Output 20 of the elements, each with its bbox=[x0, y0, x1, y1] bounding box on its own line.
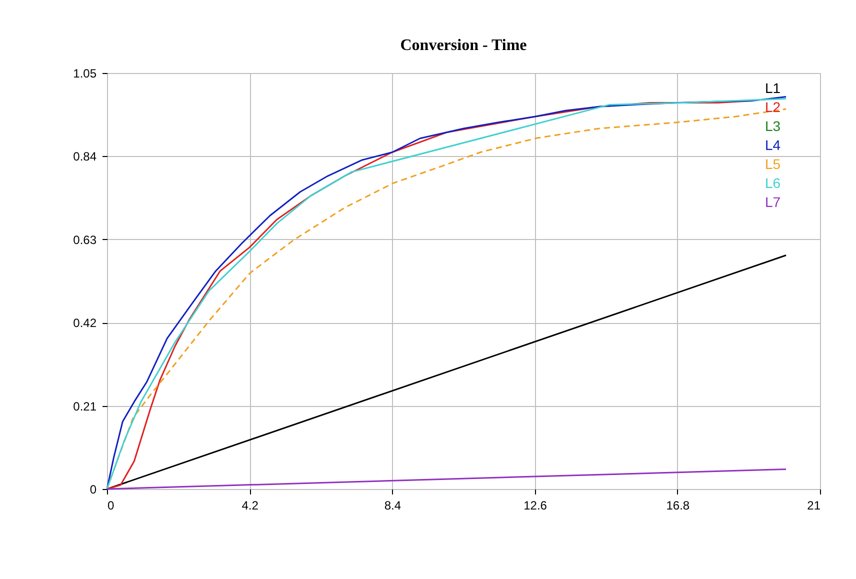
y-tick-label: 0.42 bbox=[73, 316, 97, 330]
x-tick-label: 12.6 bbox=[524, 498, 548, 512]
x-tick-label: 4.2 bbox=[242, 498, 259, 512]
chart-title: Conversion - Time bbox=[400, 37, 527, 54]
text: L6 bbox=[765, 175, 781, 191]
text: L1 bbox=[765, 80, 781, 96]
x-tick-label: 21 bbox=[807, 498, 821, 512]
text: L7 bbox=[765, 194, 781, 210]
text: L5 bbox=[765, 156, 781, 172]
legend-label: L3 bbox=[765, 118, 781, 134]
x-tick-label: 16.8 bbox=[666, 498, 690, 512]
y-tick-label: 0.21 bbox=[73, 399, 97, 414]
x-tick-label: 0 bbox=[108, 498, 114, 512]
y-tick-label: 1.05 bbox=[73, 66, 97, 80]
y-tick-label: 0.63 bbox=[73, 232, 97, 247]
x-tick-label: 8.4 bbox=[384, 498, 402, 512]
y-tick-label: 0.84 bbox=[73, 150, 97, 164]
y-tick-label: 0 bbox=[90, 482, 97, 496]
text: L4 bbox=[765, 137, 781, 153]
series-label: L2 bbox=[765, 99, 781, 115]
